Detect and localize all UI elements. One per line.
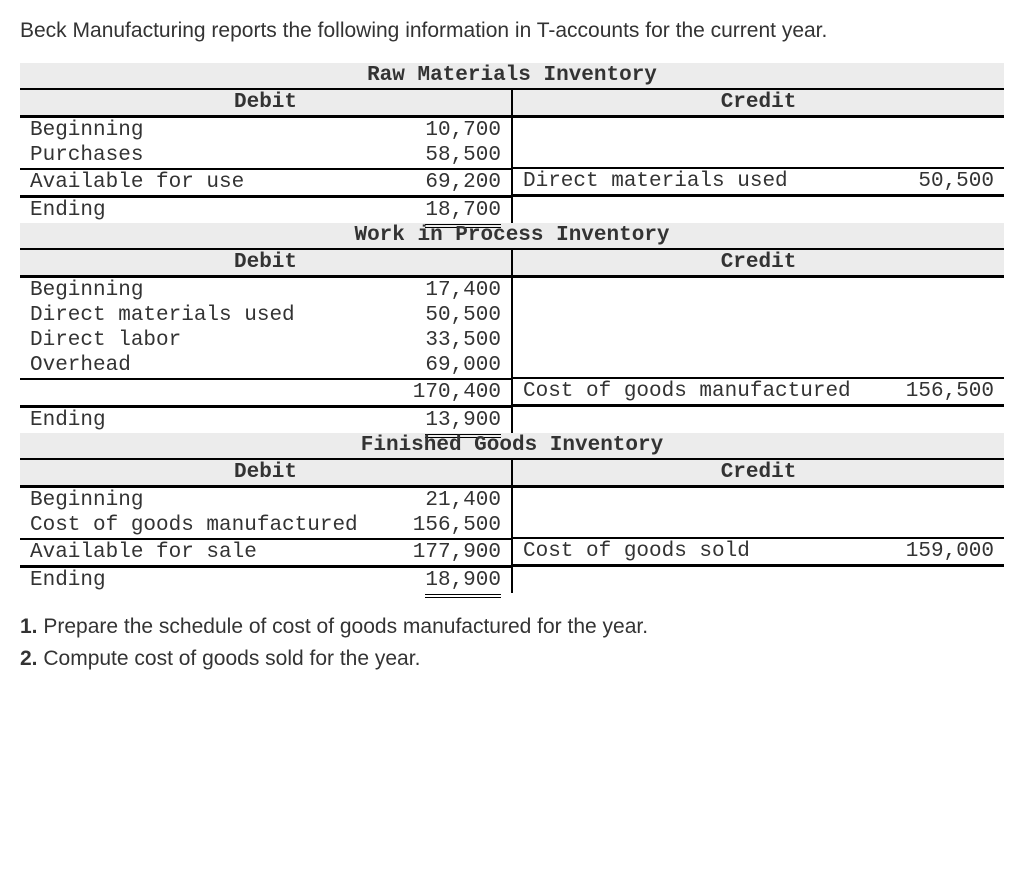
question-item: 2. Compute cost of goods sold for the ye…	[20, 643, 1004, 675]
debit-label: Overhead	[20, 353, 317, 379]
debit-label: Direct labor	[20, 328, 317, 353]
t-account: Raw Materials InventoryDebitCredit Beginn…	[20, 63, 1004, 223]
credit-header: Credit	[512, 459, 1004, 487]
debit-label	[20, 379, 317, 405]
debit-label: Available for sale	[20, 539, 317, 565]
debit-value: 69,000	[317, 353, 511, 379]
debit-value: 50,500	[317, 303, 511, 328]
t-account: Finished Goods InventoryDebitCredit Begin…	[20, 433, 1004, 593]
t-accounts-container: Raw Materials InventoryDebitCreditBeginn…	[20, 63, 1004, 593]
t-account-title: Finished Goods Inventory	[20, 433, 1004, 459]
debit-label: Beginning	[20, 118, 317, 143]
ending-value: 18,900	[317, 567, 511, 594]
credit-header: Credit	[512, 249, 1004, 277]
credit-header: Credit	[512, 89, 1004, 117]
debit-value: 21,400	[317, 488, 511, 513]
debit-label: Direct materials used	[20, 303, 317, 328]
credit-label: Cost of goods manufactured	[513, 378, 810, 404]
t-account: Work in Process InventoryDebitCredit Begi…	[20, 223, 1004, 433]
questions-list: 1. Prepare the schedule of cost of goods…	[20, 611, 1004, 674]
intro-text: Beck Manufacturing reports the following…	[20, 16, 1004, 45]
debit-value: 33,500	[317, 328, 511, 353]
ending-value: 18,700	[317, 197, 511, 224]
ending-value: 13,900	[317, 407, 511, 434]
question-item: 1. Prepare the schedule of cost of goods…	[20, 611, 1004, 643]
debit-value: 69,200	[317, 169, 511, 195]
credit-label: Cost of goods sold	[513, 538, 810, 564]
ending-label: Ending	[20, 567, 317, 594]
debit-label: Beginning	[20, 278, 317, 303]
debit-value: 10,700	[317, 118, 511, 143]
debit-header: Debit	[20, 249, 512, 277]
debit-label: Cost of goods manufactured	[20, 513, 317, 539]
debit-value: 170,400	[317, 379, 511, 405]
t-account-title: Raw Materials Inventory	[20, 63, 1004, 89]
debit-value: 17,400	[317, 278, 511, 303]
credit-value: 159,000	[810, 538, 1004, 564]
debit-header: Debit	[20, 459, 512, 487]
debit-label: Purchases	[20, 143, 317, 169]
ending-label: Ending	[20, 407, 317, 434]
debit-header: Debit	[20, 89, 512, 117]
t-account-title: Work in Process Inventory	[20, 223, 1004, 249]
debit-value: 58,500	[317, 143, 511, 169]
debit-label: Available for use	[20, 169, 317, 195]
credit-value: 50,500	[810, 168, 1004, 194]
debit-value: 177,900	[317, 539, 511, 565]
debit-label: Beginning	[20, 488, 317, 513]
credit-label: Direct materials used	[513, 168, 810, 194]
ending-label: Ending	[20, 197, 317, 224]
